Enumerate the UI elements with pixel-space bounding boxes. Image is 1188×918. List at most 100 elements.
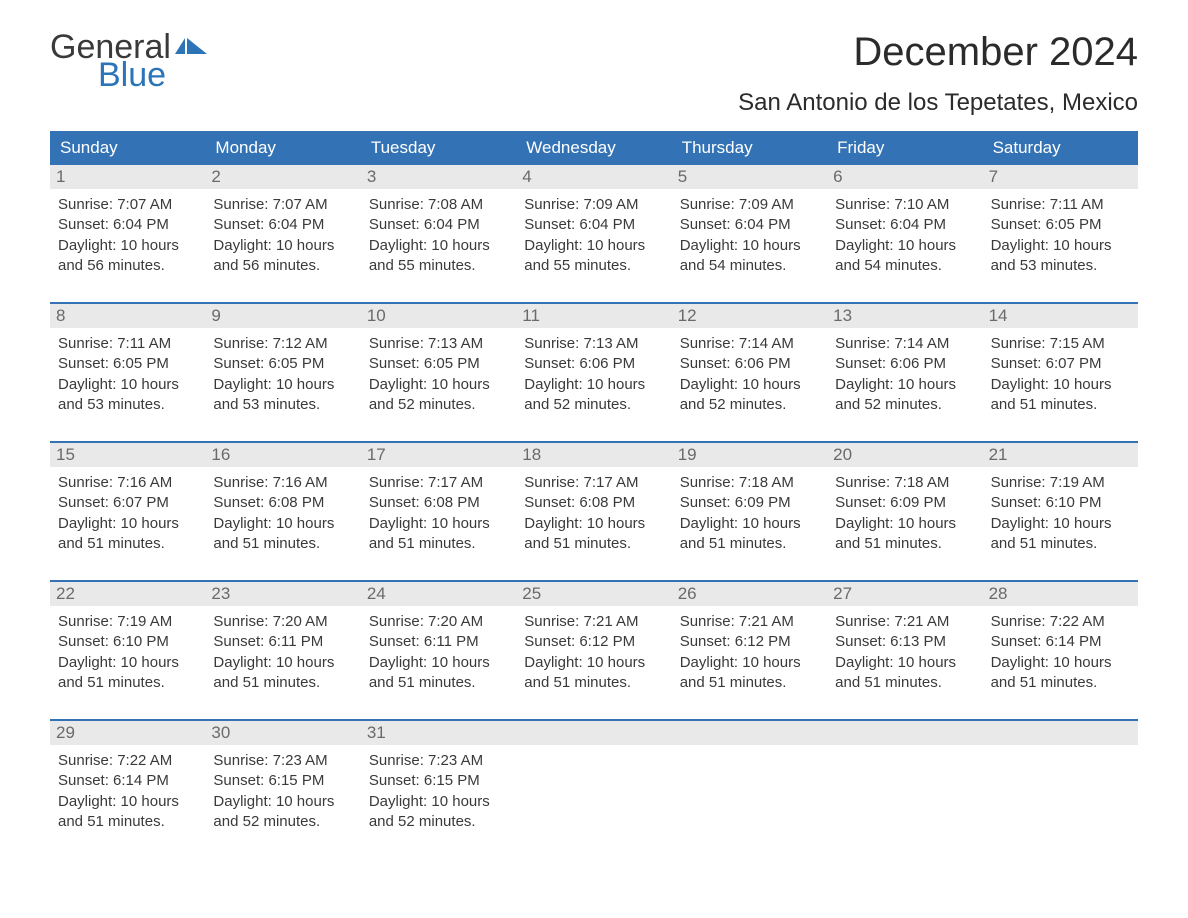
day-number: 2 xyxy=(205,165,360,189)
daylight-line1: Daylight: 10 hours xyxy=(835,236,974,256)
sunset-text: Sunset: 6:05 PM xyxy=(58,354,197,374)
day-cell: Sunrise: 7:09 AMSunset: 6:04 PMDaylight:… xyxy=(672,189,827,290)
daylight-line1: Daylight: 10 hours xyxy=(369,375,508,395)
sunset-text: Sunset: 6:06 PM xyxy=(524,354,663,374)
weekday-wednesday: Wednesday xyxy=(516,131,671,165)
day-number: 9 xyxy=(205,304,360,328)
day-number: 16 xyxy=(205,443,360,467)
sunrise-text: Sunrise: 7:13 AM xyxy=(369,334,508,354)
daylight-line1: Daylight: 10 hours xyxy=(680,514,819,534)
daylight-line2: and 55 minutes. xyxy=(524,256,663,276)
weekday-thursday: Thursday xyxy=(672,131,827,165)
sunrise-text: Sunrise: 7:07 AM xyxy=(58,195,197,215)
day-cell: Sunrise: 7:08 AMSunset: 6:04 PMDaylight:… xyxy=(361,189,516,290)
sunset-text: Sunset: 6:15 PM xyxy=(369,771,508,791)
day-number: 28 xyxy=(983,582,1138,606)
day-cell xyxy=(516,745,671,846)
day-cell: Sunrise: 7:07 AMSunset: 6:04 PMDaylight:… xyxy=(205,189,360,290)
week-row: 22232425262728Sunrise: 7:19 AMSunset: 6:… xyxy=(50,580,1138,707)
day-cell: Sunrise: 7:07 AMSunset: 6:04 PMDaylight:… xyxy=(50,189,205,290)
daylight-line1: Daylight: 10 hours xyxy=(680,653,819,673)
weekday-friday: Friday xyxy=(827,131,982,165)
sunrise-text: Sunrise: 7:11 AM xyxy=(58,334,197,354)
daylight-line2: and 53 minutes. xyxy=(213,395,352,415)
daylight-line2: and 52 minutes. xyxy=(369,812,508,832)
daylight-line2: and 55 minutes. xyxy=(369,256,508,276)
day-number: 5 xyxy=(672,165,827,189)
day-cell: Sunrise: 7:16 AMSunset: 6:08 PMDaylight:… xyxy=(205,467,360,568)
daylight-line2: and 52 minutes. xyxy=(680,395,819,415)
daylight-line1: Daylight: 10 hours xyxy=(58,375,197,395)
day-number: 13 xyxy=(827,304,982,328)
sunset-text: Sunset: 6:14 PM xyxy=(58,771,197,791)
sunrise-text: Sunrise: 7:17 AM xyxy=(369,473,508,493)
day-cell: Sunrise: 7:18 AMSunset: 6:09 PMDaylight:… xyxy=(672,467,827,568)
day-cell xyxy=(983,745,1138,846)
day-cell: Sunrise: 7:22 AMSunset: 6:14 PMDaylight:… xyxy=(983,606,1138,707)
sunset-text: Sunset: 6:15 PM xyxy=(213,771,352,791)
day-cell: Sunrise: 7:11 AMSunset: 6:05 PMDaylight:… xyxy=(983,189,1138,290)
daylight-line2: and 51 minutes. xyxy=(991,534,1130,554)
daylight-line2: and 51 minutes. xyxy=(680,673,819,693)
sunset-text: Sunset: 6:06 PM xyxy=(835,354,974,374)
sunrise-text: Sunrise: 7:09 AM xyxy=(680,195,819,215)
daylight-line2: and 56 minutes. xyxy=(58,256,197,276)
week-row: 15161718192021Sunrise: 7:16 AMSunset: 6:… xyxy=(50,441,1138,568)
sunset-text: Sunset: 6:08 PM xyxy=(369,493,508,513)
day-number: 17 xyxy=(361,443,516,467)
day-number: 15 xyxy=(50,443,205,467)
week-row: 293031Sunrise: 7:22 AMSunset: 6:14 PMDay… xyxy=(50,719,1138,846)
day-number: 4 xyxy=(516,165,671,189)
day-number: 6 xyxy=(827,165,982,189)
day-cell: Sunrise: 7:14 AMSunset: 6:06 PMDaylight:… xyxy=(827,328,982,429)
daylight-line2: and 51 minutes. xyxy=(369,673,508,693)
sunset-text: Sunset: 6:05 PM xyxy=(213,354,352,374)
daylight-line1: Daylight: 10 hours xyxy=(213,236,352,256)
sunset-text: Sunset: 6:04 PM xyxy=(369,215,508,235)
day-number: 22 xyxy=(50,582,205,606)
sunset-text: Sunset: 6:12 PM xyxy=(524,632,663,652)
daylight-line2: and 51 minutes. xyxy=(680,534,819,554)
daylight-line1: Daylight: 10 hours xyxy=(58,514,197,534)
sunset-text: Sunset: 6:11 PM xyxy=(213,632,352,652)
daylight-line1: Daylight: 10 hours xyxy=(835,514,974,534)
sunrise-text: Sunrise: 7:18 AM xyxy=(680,473,819,493)
sunset-text: Sunset: 6:14 PM xyxy=(991,632,1130,652)
daylight-line2: and 52 minutes. xyxy=(835,395,974,415)
day-cell: Sunrise: 7:21 AMSunset: 6:13 PMDaylight:… xyxy=(827,606,982,707)
daylight-line1: Daylight: 10 hours xyxy=(213,375,352,395)
day-cell: Sunrise: 7:14 AMSunset: 6:06 PMDaylight:… xyxy=(672,328,827,429)
sunrise-text: Sunrise: 7:11 AM xyxy=(991,195,1130,215)
day-number: 7 xyxy=(983,165,1138,189)
daylight-line1: Daylight: 10 hours xyxy=(213,653,352,673)
day-cell: Sunrise: 7:20 AMSunset: 6:11 PMDaylight:… xyxy=(205,606,360,707)
daylight-line2: and 51 minutes. xyxy=(524,534,663,554)
day-number xyxy=(672,721,827,745)
daylight-line2: and 51 minutes. xyxy=(991,395,1130,415)
day-cell: Sunrise: 7:23 AMSunset: 6:15 PMDaylight:… xyxy=(361,745,516,846)
sunset-text: Sunset: 6:04 PM xyxy=(524,215,663,235)
day-cell xyxy=(672,745,827,846)
day-number: 19 xyxy=(672,443,827,467)
sunset-text: Sunset: 6:08 PM xyxy=(524,493,663,513)
day-cell: Sunrise: 7:12 AMSunset: 6:05 PMDaylight:… xyxy=(205,328,360,429)
daylight-line2: and 51 minutes. xyxy=(213,534,352,554)
daylight-line1: Daylight: 10 hours xyxy=(213,792,352,812)
daylight-line1: Daylight: 10 hours xyxy=(991,236,1130,256)
day-number: 24 xyxy=(361,582,516,606)
daylight-line1: Daylight: 10 hours xyxy=(58,792,197,812)
day-number-row: 22232425262728 xyxy=(50,582,1138,606)
weekday-sunday: Sunday xyxy=(50,131,205,165)
weekday-monday: Monday xyxy=(205,131,360,165)
day-cell: Sunrise: 7:16 AMSunset: 6:07 PMDaylight:… xyxy=(50,467,205,568)
day-cell: Sunrise: 7:22 AMSunset: 6:14 PMDaylight:… xyxy=(50,745,205,846)
daylight-line2: and 52 minutes. xyxy=(524,395,663,415)
sunset-text: Sunset: 6:10 PM xyxy=(58,632,197,652)
daylight-line1: Daylight: 10 hours xyxy=(835,375,974,395)
location: San Antonio de los Tepetates, Mexico xyxy=(738,89,1138,117)
day-number-row: 1234567 xyxy=(50,165,1138,189)
weekday-saturday: Saturday xyxy=(983,131,1138,165)
day-number-row: 15161718192021 xyxy=(50,443,1138,467)
sunset-text: Sunset: 6:04 PM xyxy=(680,215,819,235)
daylight-line1: Daylight: 10 hours xyxy=(369,653,508,673)
